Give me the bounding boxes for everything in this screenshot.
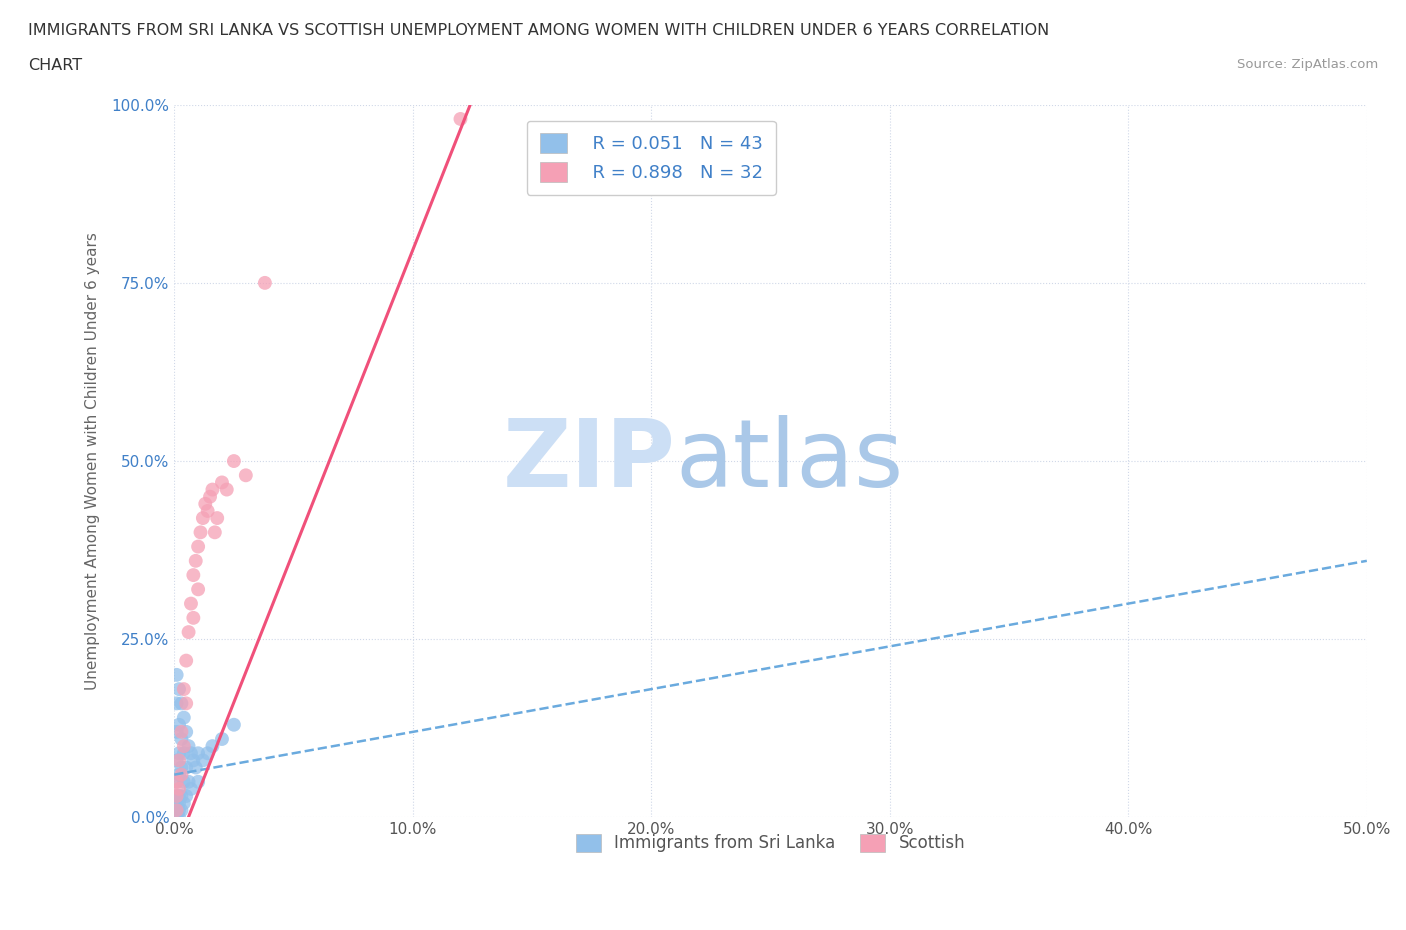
Point xyxy=(166,806,188,821)
Point xyxy=(170,724,193,739)
Point xyxy=(187,539,209,554)
Point xyxy=(201,738,224,753)
Point xyxy=(173,738,195,753)
Point xyxy=(174,760,197,775)
Point xyxy=(190,525,212,539)
Point xyxy=(170,767,193,782)
Point xyxy=(211,732,233,747)
Point xyxy=(167,682,190,697)
Point xyxy=(170,789,193,804)
Text: Source: ZipAtlas.com: Source: ZipAtlas.com xyxy=(1237,58,1378,71)
Point xyxy=(235,468,257,483)
Point xyxy=(205,511,228,525)
Point xyxy=(183,753,205,768)
Point xyxy=(167,767,190,782)
Point xyxy=(198,489,221,504)
Text: atlas: atlas xyxy=(675,415,904,507)
Point xyxy=(170,803,193,817)
Point xyxy=(166,803,188,817)
Legend: Immigrants from Sri Lanka, Scottish: Immigrants from Sri Lanka, Scottish xyxy=(569,827,972,859)
Text: CHART: CHART xyxy=(28,58,82,73)
Point xyxy=(204,525,226,539)
Text: ZIP: ZIP xyxy=(502,415,675,507)
Point xyxy=(450,112,472,126)
Point xyxy=(191,753,214,768)
Point xyxy=(166,696,188,711)
Point xyxy=(187,775,209,790)
Point xyxy=(166,789,188,804)
Point xyxy=(197,503,219,518)
Point xyxy=(173,682,195,697)
Point xyxy=(166,810,188,825)
Point xyxy=(174,653,197,668)
Point xyxy=(166,796,188,811)
Point xyxy=(183,610,205,625)
Point xyxy=(191,511,214,525)
Point xyxy=(167,717,190,732)
Point xyxy=(167,753,190,768)
Point xyxy=(222,454,245,469)
Point xyxy=(166,775,188,790)
Point xyxy=(170,760,193,775)
Point xyxy=(180,781,202,796)
Point xyxy=(167,746,190,761)
Point xyxy=(201,482,224,497)
Point xyxy=(197,746,219,761)
Point xyxy=(183,567,205,582)
Point xyxy=(166,724,188,739)
Point xyxy=(177,775,200,790)
Point xyxy=(194,497,217,512)
Point xyxy=(222,717,245,732)
Text: IMMIGRANTS FROM SRI LANKA VS SCOTTISH UNEMPLOYMENT AMONG WOMEN WITH CHILDREN UND: IMMIGRANTS FROM SRI LANKA VS SCOTTISH UN… xyxy=(28,23,1049,38)
Point xyxy=(184,760,207,775)
Point xyxy=(177,738,200,753)
Point xyxy=(166,803,188,817)
Point xyxy=(173,796,195,811)
Point xyxy=(170,732,193,747)
Point xyxy=(167,796,190,811)
Point xyxy=(180,596,202,611)
Point xyxy=(166,775,188,790)
Point xyxy=(166,789,188,804)
Point xyxy=(170,696,193,711)
Point xyxy=(167,781,190,796)
Point xyxy=(253,275,276,290)
Point xyxy=(174,724,197,739)
Y-axis label: Unemployment Among Women with Children Under 6 years: Unemployment Among Women with Children U… xyxy=(86,232,100,690)
Point xyxy=(174,696,197,711)
Point xyxy=(173,775,195,790)
Point xyxy=(187,582,209,597)
Point xyxy=(173,711,195,725)
Point xyxy=(167,789,190,804)
Point xyxy=(166,753,188,768)
Point xyxy=(173,746,195,761)
Point xyxy=(166,668,188,683)
Point xyxy=(215,482,238,497)
Point xyxy=(180,746,202,761)
Point xyxy=(187,746,209,761)
Point xyxy=(167,810,190,825)
Point xyxy=(174,789,197,804)
Point xyxy=(167,803,190,817)
Point xyxy=(177,625,200,640)
Point xyxy=(184,553,207,568)
Point xyxy=(211,475,233,490)
